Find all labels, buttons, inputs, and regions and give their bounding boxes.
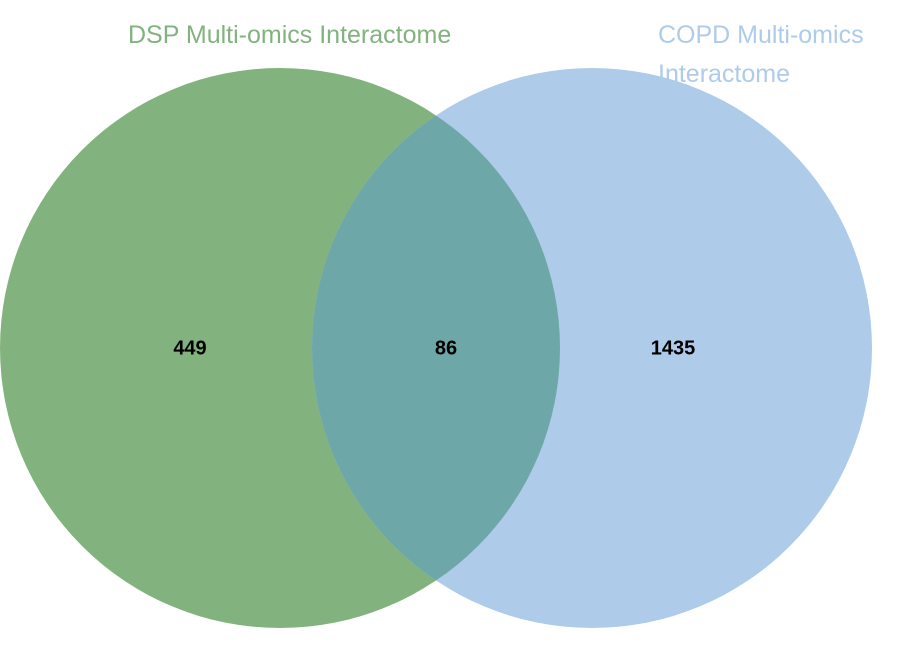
dsp-only-count: 449 (173, 337, 206, 359)
overlap-count: 86 (435, 337, 457, 359)
copd-set-label: COPD Multi-omics Interactome (658, 16, 864, 94)
overlap-region (312, 68, 560, 628)
copd-only-count: 1435 (651, 337, 696, 359)
copd-set-label-line-2: Interactome (658, 60, 791, 88)
copd-set-label-line-1: COPD Multi-omics (658, 21, 864, 49)
dsp-set-label: DSP Multi-omics Interactome (128, 21, 452, 49)
